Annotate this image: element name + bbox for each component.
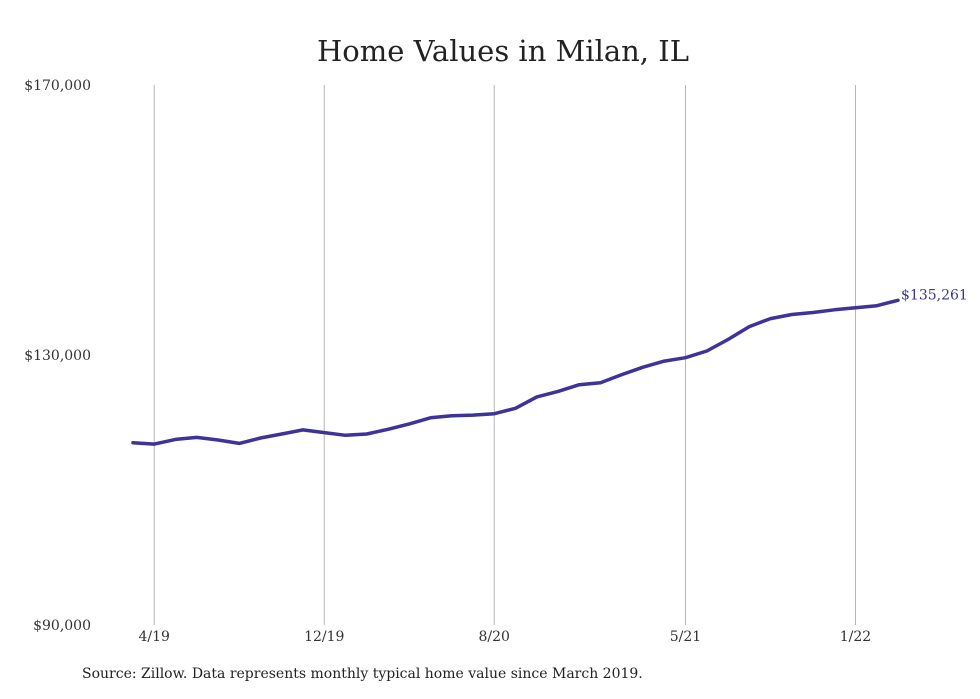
x-tick-label: 5/21 — [670, 629, 701, 645]
series-line — [131, 298, 900, 446]
y-tick-label: $130,000 — [24, 348, 91, 364]
x-tick-label: 4/19 — [139, 629, 170, 645]
y-tick-label: $170,000 — [24, 78, 91, 94]
chart-title: Home Values in Milan, IL — [317, 34, 689, 68]
gridlines — [153, 85, 856, 625]
end-value-label: $135,261 — [901, 287, 968, 303]
x-axis-ticks: 4/19 12/19 8/20 5/21 1/22 — [139, 629, 872, 645]
series-group — [131, 298, 900, 446]
x-tick-label: 12/19 — [304, 629, 344, 645]
x-tick-label: 1/22 — [840, 629, 871, 645]
y-axis-ticks: $90,000 $130,000 $170,000 — [24, 78, 91, 634]
y-tick-label: $90,000 — [33, 618, 91, 634]
x-tick-label: 8/20 — [479, 629, 510, 645]
source-note: Source: Zillow. Data represents monthly … — [82, 666, 643, 682]
